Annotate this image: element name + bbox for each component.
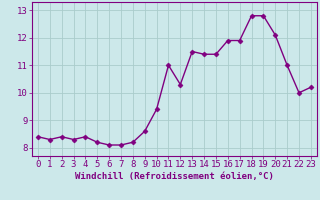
X-axis label: Windchill (Refroidissement éolien,°C): Windchill (Refroidissement éolien,°C) <box>75 172 274 181</box>
